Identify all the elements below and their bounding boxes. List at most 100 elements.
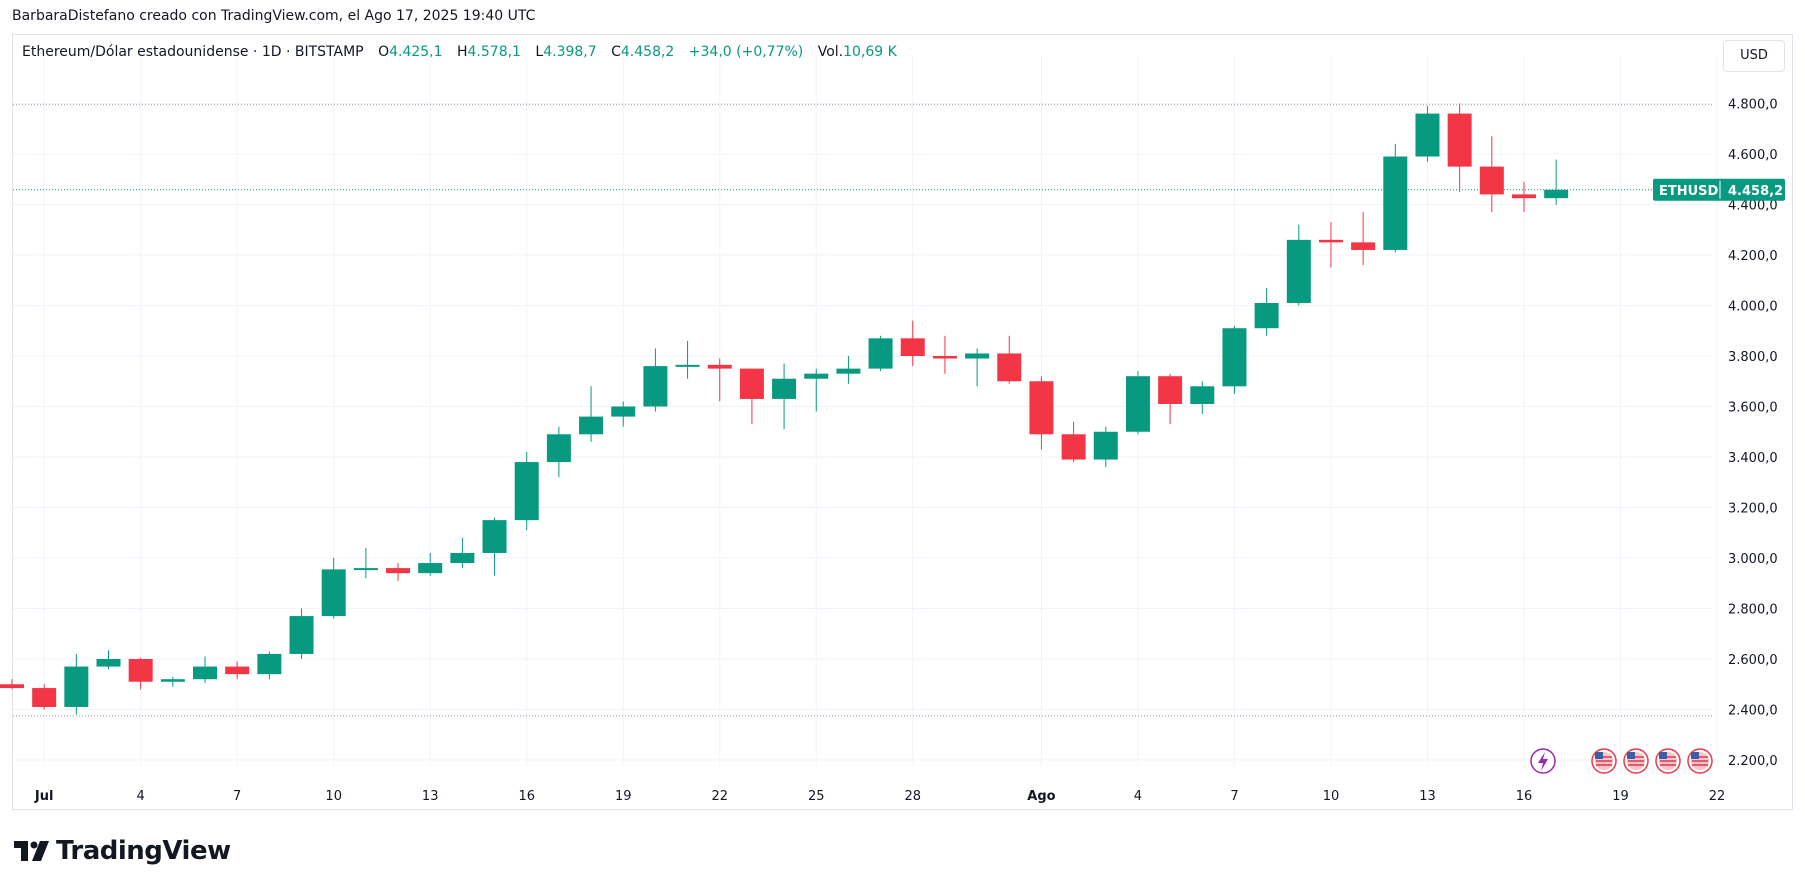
candle-body[interactable] [386,568,411,574]
candle-body[interactable] [289,616,314,654]
low-label: L [535,44,544,60]
lightning-glyph [1538,752,1548,771]
y-tick-label: 3.000,0 [1728,552,1778,567]
x-tick-label: 22 [1709,789,1726,804]
candle-body[interactable] [997,353,1022,382]
candle-body[interactable] [579,416,604,435]
brand-name: TradingView [56,836,231,866]
candle-body[interactable] [707,364,732,369]
high-value: 4.578,1 [467,44,521,60]
candle-body[interactable] [1029,381,1054,435]
x-tick-label: 16 [1516,789,1533,804]
candle-body[interactable] [1093,431,1118,460]
candle-body[interactable] [804,373,829,379]
candle-body[interactable] [1415,113,1440,157]
y-tick-label: 4.000,0 [1728,300,1778,315]
open-value: 4.425,1 [389,44,443,60]
flag-canton [1595,752,1603,759]
x-tick-label: 16 [518,789,535,804]
y-tick-label: 2.600,0 [1728,653,1778,668]
y-tick-label: 2.800,0 [1728,603,1778,618]
candle-body[interactable] [160,679,185,682]
x-tick-label: 28 [904,789,921,804]
candle-body[interactable] [1544,189,1569,199]
candle-body[interactable] [1158,376,1183,404]
candle-body[interactable] [932,356,957,359]
candle-body[interactable] [1479,166,1504,195]
candle-body[interactable] [64,666,89,707]
flag-canton [1627,752,1635,759]
candle-body[interactable] [0,684,24,689]
candle-body[interactable] [546,434,571,463]
high-label: H [456,44,468,60]
candle-body[interactable] [643,366,668,407]
candle-body[interactable] [1286,239,1311,303]
candle-body[interactable] [257,653,282,675]
x-tick-label: 13 [1419,789,1436,804]
x-tick-label: 19 [1612,789,1629,804]
currency-button[interactable]: USD [1723,40,1785,72]
low-value: 4.398,7 [543,44,597,60]
candle-body[interactable] [128,659,153,682]
tradingview-logo-icon [14,841,49,861]
y-tick-label: 2.400,0 [1728,704,1778,719]
chart-frame [12,34,1793,810]
candle-body[interactable] [611,406,636,417]
candle-body[interactable] [836,368,861,374]
candle-body[interactable] [965,353,990,359]
y-tick-label: 4.200,0 [1728,249,1778,264]
y-tick-label: 3.200,0 [1728,502,1778,517]
x-tick-label: 22 [711,789,728,804]
close-label: C [611,44,621,60]
candle-body[interactable] [353,568,378,571]
x-tick-label: Ago [1027,789,1055,804]
volume-value: 10,69 K [843,44,897,60]
candle-body[interactable] [450,552,475,564]
candle-body[interactable] [1318,239,1343,243]
candle-body[interactable] [1061,434,1086,460]
y-tick-label: 4.800,0 [1728,98,1778,113]
candle-body[interactable] [1190,386,1215,404]
candle-body[interactable] [1125,376,1150,432]
candle-body[interactable] [739,368,764,399]
y-tick-label: 2.200,0 [1728,754,1778,769]
candle-body[interactable] [1511,194,1536,199]
candle-body[interactable] [32,688,57,707]
candle-body[interactable] [418,563,443,574]
candle-body[interactable] [868,338,893,369]
candle-body[interactable] [1447,113,1472,167]
chart-byline: BarbaraDistefano creado con TradingView.… [12,8,536,24]
candle-body[interactable] [321,569,346,617]
open-label: O [378,44,390,60]
candle-body[interactable] [482,520,507,553]
y-tick-label: 4.400,0 [1728,199,1778,214]
candle-body[interactable] [96,659,121,667]
volume-label: Vol. [817,44,844,60]
candle-body[interactable] [772,378,797,399]
x-tick-label: 13 [422,789,439,804]
price-tag-value: 4.458,2 [1728,184,1783,199]
candle-body[interactable] [1383,156,1408,250]
y-tick-label: 3.800,0 [1728,350,1778,365]
x-tick-label: 7 [1230,789,1238,804]
candle-body[interactable] [193,666,218,680]
candle-body[interactable] [900,338,925,356]
candle-body[interactable] [514,462,539,521]
x-tick-label: Jul [34,789,54,804]
x-tick-label: 10 [325,789,342,804]
candle-body[interactable] [225,666,250,675]
tradingview-logo[interactable]: TradingView [14,836,231,866]
x-tick-label: 7 [233,789,241,804]
candle-body[interactable] [1254,302,1279,329]
flag-canton [1659,752,1667,759]
candle-body[interactable] [1222,328,1247,387]
close-value: 4.458,2 [620,44,675,60]
symbol-description[interactable]: Ethereum/Dólar estadounidense · 1D · BIT… [22,44,364,60]
y-tick-label: 3.400,0 [1728,451,1778,466]
candle-body[interactable] [1351,242,1376,250]
flag-canton [1691,752,1699,759]
x-tick-label: 25 [808,789,825,804]
candle-body[interactable] [675,364,700,367]
x-tick-label: 10 [1323,789,1340,804]
